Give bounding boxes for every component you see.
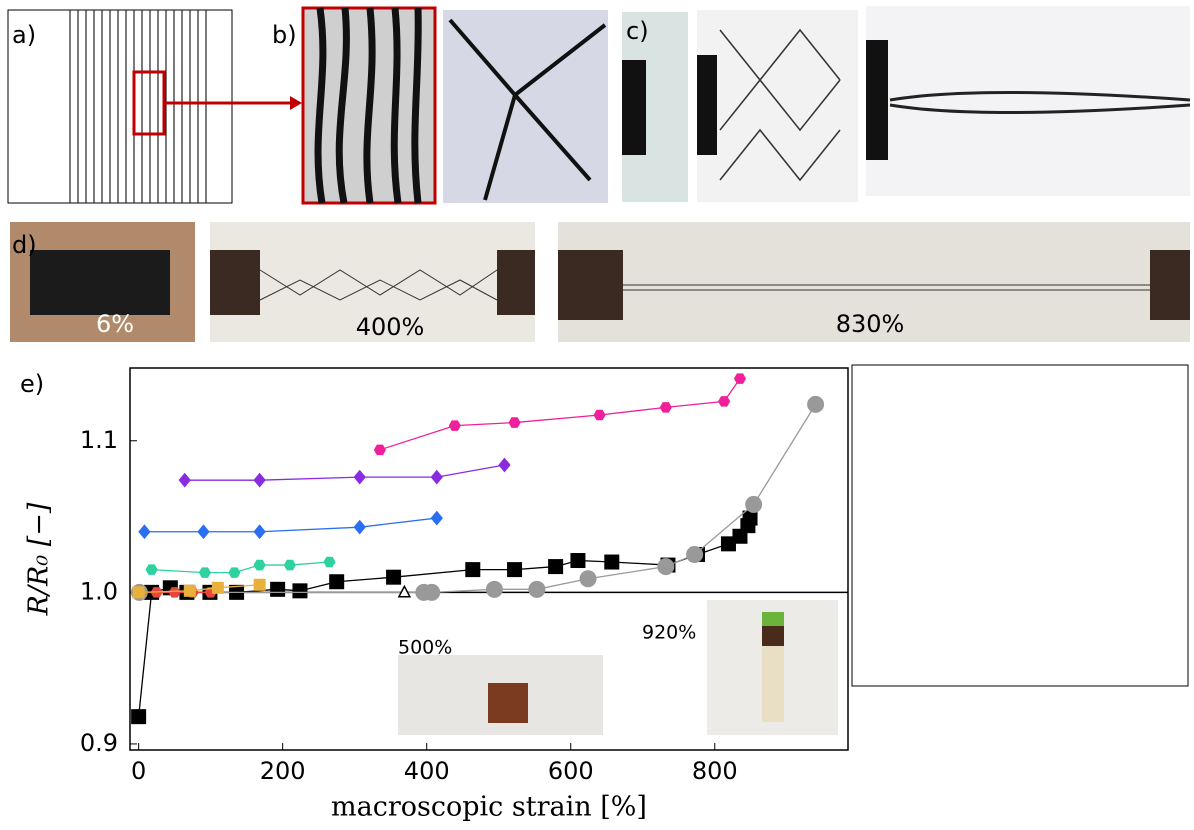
panel-label: b) — [272, 21, 297, 49]
panel-label: d) — [12, 231, 37, 259]
marker — [229, 568, 240, 578]
marker — [399, 586, 410, 596]
strain-label: 400% — [356, 313, 425, 341]
marker — [508, 563, 522, 577]
marker — [132, 710, 146, 724]
marker — [324, 557, 335, 567]
panel-a — [8, 10, 302, 203]
marker — [254, 474, 265, 487]
marker — [293, 584, 307, 598]
marker — [271, 582, 285, 596]
series-line — [185, 465, 505, 480]
inset-label: 920% — [642, 622, 696, 644]
marker — [594, 410, 605, 420]
series-line — [144, 518, 436, 532]
marker — [431, 511, 442, 524]
marker — [179, 474, 190, 487]
photo-c2 — [697, 10, 858, 202]
y-axis-label: R/R₀ [−] — [24, 502, 55, 616]
marker — [212, 582, 223, 593]
marker — [605, 555, 619, 569]
figure: a) b) c) d) 6% 400% 830% e) 0 200 400 600 80… — [0, 0, 1194, 830]
marker — [374, 445, 385, 455]
marker — [658, 559, 674, 575]
marker — [808, 396, 824, 412]
x-axis-label: macroscopic strain [%] — [331, 792, 647, 823]
y-tick-label: 1.1 — [80, 426, 118, 454]
panel-label: e) — [20, 370, 44, 398]
marker — [146, 565, 157, 575]
marker — [580, 571, 596, 587]
marker — [509, 418, 520, 428]
x-tick-label: 800 — [692, 757, 738, 785]
x-tick-label: 600 — [548, 757, 594, 785]
series-line — [152, 562, 330, 573]
marker — [449, 421, 460, 431]
marker — [431, 471, 442, 484]
series-line — [380, 379, 740, 450]
marker — [133, 587, 144, 598]
marker — [719, 397, 730, 407]
marker — [687, 546, 703, 562]
panel-label: a) — [12, 21, 36, 49]
marker — [354, 521, 365, 534]
marker — [169, 588, 180, 598]
marker — [254, 560, 265, 570]
marker — [549, 560, 563, 574]
marker — [330, 575, 344, 589]
marker — [734, 374, 745, 384]
marker — [254, 525, 265, 538]
marker — [254, 579, 265, 590]
x-tick-label: 400 — [404, 757, 450, 785]
marker — [499, 458, 510, 471]
marker — [198, 525, 209, 538]
x-tick-label: 0 — [131, 757, 146, 785]
panel-label: c) — [626, 17, 649, 45]
marker — [284, 560, 295, 570]
y-tick-label: 0.9 — [80, 729, 118, 757]
marker — [184, 585, 195, 596]
marker — [660, 403, 671, 413]
marker — [354, 471, 365, 484]
y-tick-label: 1.0 — [80, 577, 118, 605]
marker — [139, 525, 150, 538]
marker — [571, 554, 585, 568]
marker — [486, 581, 502, 597]
x-tick-label: 200 — [260, 757, 306, 785]
strain-label: 6% — [96, 310, 134, 338]
marker — [743, 511, 757, 525]
legend — [852, 365, 1188, 686]
inset-label: 500% — [398, 637, 452, 659]
marker — [529, 581, 545, 597]
marker — [199, 568, 210, 578]
marker — [746, 496, 762, 512]
photo-c3 — [866, 6, 1190, 196]
marker — [387, 570, 401, 584]
marker — [424, 584, 440, 600]
marker — [466, 563, 480, 577]
strain-label: 830% — [836, 310, 905, 338]
